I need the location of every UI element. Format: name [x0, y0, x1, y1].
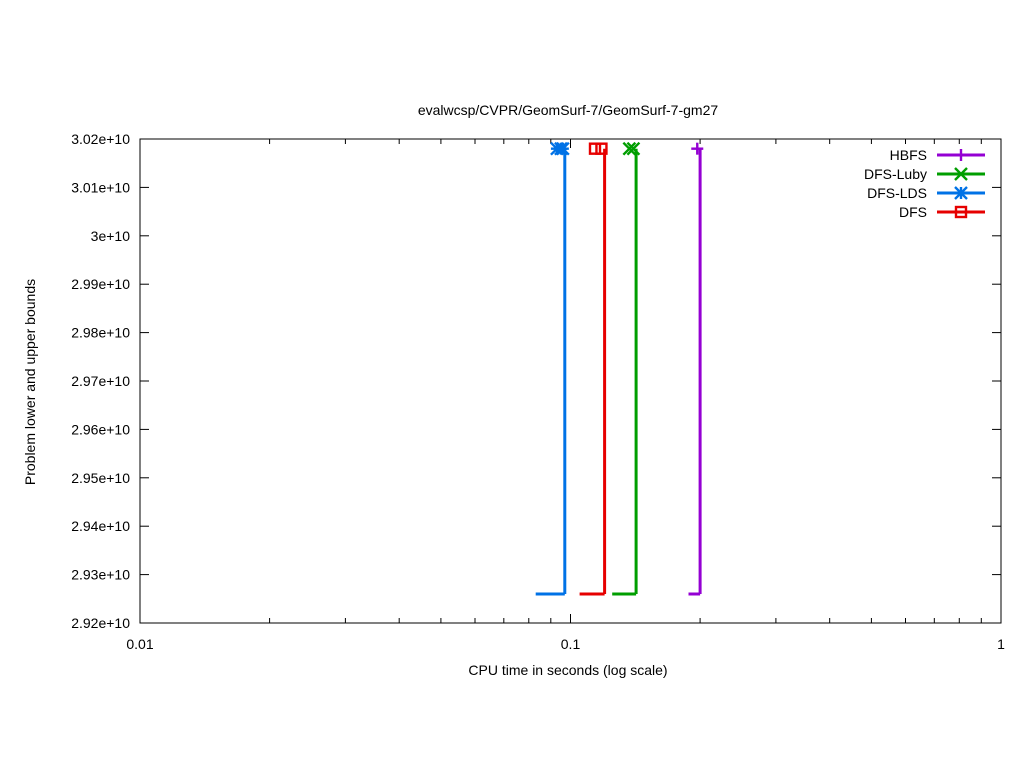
legend-label: DFS-LDS	[867, 185, 927, 201]
marker-square	[588, 142, 602, 155]
legend-entry: DFS-LDS	[867, 185, 985, 201]
y-tick-label: 2.94e+10	[71, 518, 130, 534]
marker-stroke	[954, 186, 968, 200]
legend-entry: HBFS	[890, 147, 985, 163]
y-tick-label: 2.96e+10	[71, 421, 130, 437]
plot-frame	[139, 138, 1002, 624]
series-hbfs	[688, 142, 704, 596]
marker-cross	[622, 141, 637, 156]
marker-stroke	[622, 141, 637, 156]
y-tick-label: 2.99e+10	[71, 276, 130, 292]
x-axis-label: CPU time in seconds (log scale)	[468, 662, 667, 678]
legend-label: DFS	[899, 204, 927, 220]
y-axis-label: Problem lower and upper bounds	[22, 279, 38, 485]
y-tick-label: 2.93e+10	[71, 567, 130, 583]
legend-entry: DFS-Luby	[864, 166, 985, 182]
plot-area	[535, 141, 704, 596]
x-tick-label: 0.01	[126, 636, 153, 652]
marker-plus	[955, 149, 967, 161]
y-tick-label: 2.98e+10	[71, 325, 130, 341]
marker-square	[954, 205, 968, 219]
legend: HBFS DFS-Luby DFS-LDS DFS	[864, 147, 985, 220]
marker-stroke	[588, 142, 602, 155]
legend-label: DFS-Luby	[864, 166, 927, 182]
y-tick-label: 3.02e+10	[71, 131, 130, 147]
marker-stroke	[954, 167, 968, 181]
marker-cross	[626, 141, 641, 156]
y-tick-label: 3.01e+10	[71, 179, 130, 195]
legend-entry: DFS	[899, 204, 985, 220]
marker-stroke	[595, 142, 608, 155]
marker-star	[954, 186, 968, 200]
axis-ticks: 2.92e+10 2.93e+10 2.94e+10 2.95e+10 2.96e+10…	[71, 131, 1005, 652]
marker-stroke	[954, 205, 968, 219]
marker-stroke	[626, 141, 641, 156]
y-tick-label: 2.97e+10	[71, 373, 130, 389]
y-tick-label: 3e+10	[91, 228, 131, 244]
chart-title: evalwcsp/CVPR/GeomSurf-7/GeomSurf-7-gm27	[418, 102, 719, 118]
x-tick-label: 0.1	[561, 636, 581, 652]
y-tick-label: 2.92e+10	[71, 615, 130, 631]
marker-square	[595, 142, 608, 155]
marker-plus	[691, 142, 704, 155]
x-tick-label: 1	[997, 636, 1005, 652]
marker-star	[556, 141, 570, 156]
series-dfs-lds	[535, 141, 570, 596]
series-dfs	[579, 142, 608, 596]
y-tick-label: 2.95e+10	[71, 470, 130, 486]
marker-stroke	[556, 141, 570, 156]
legend-label: HBFS	[890, 147, 927, 163]
marker-cross	[954, 167, 968, 181]
series-dfs-luby	[612, 141, 641, 596]
